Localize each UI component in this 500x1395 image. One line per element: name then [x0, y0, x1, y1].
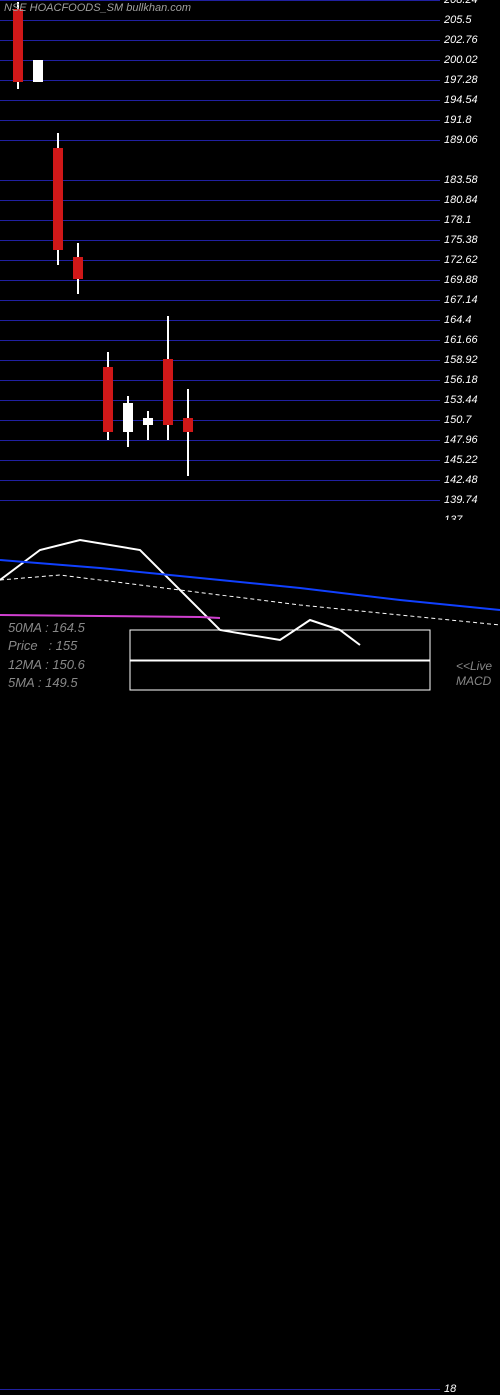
info-box: 50MA : 164.5 Price : 155 12MA : 150.6 5M…: [8, 619, 85, 692]
gridline: [0, 220, 440, 221]
y-axis-tick-label: 161.66: [444, 334, 478, 346]
price-chart-area: NSE HOACFOODS_SM bullkhan.com: [0, 0, 440, 520]
y-axis-tick-label: 147.96: [444, 434, 478, 446]
gridline: [0, 200, 440, 201]
y-axis-tick-label: 145.22: [444, 454, 478, 466]
candle-body: [13, 9, 23, 82]
y-axis-tick-label: 169.88: [444, 274, 478, 286]
macd-text: MACD: [456, 674, 492, 690]
candle-body: [103, 367, 113, 433]
y-axis-tick-label: 191.8: [444, 114, 472, 126]
y-axis-tick-label: 139.74: [444, 494, 478, 506]
gridline: [0, 300, 440, 301]
indicator-line-line4: [0, 615, 220, 618]
gridline: [0, 120, 440, 121]
gridline: [0, 140, 440, 141]
candle: [100, 0, 116, 520]
gridline: [0, 380, 440, 381]
y-axis-tick-label: 175.38: [444, 234, 478, 246]
candle: [50, 0, 66, 520]
candle: [10, 0, 26, 520]
y-axis-tick-label: 205.5: [444, 14, 472, 26]
candle-body: [33, 60, 43, 82]
gridline: [0, 1389, 440, 1390]
gridline: [0, 0, 440, 1]
y-axis-labels: 208.24 205.5 202.76 200.02 197.28 194.54 191.8…: [440, 0, 500, 520]
gridline: [0, 480, 440, 481]
gridline: [0, 260, 440, 261]
gridline: [0, 500, 440, 501]
candle-body: [143, 418, 153, 425]
y-axis-tick-label: 178.1: [444, 214, 472, 226]
gridline: [0, 20, 440, 21]
y-axis-tick-label: 202.76: [444, 34, 478, 46]
ma5-label: 5MA : 149.5: [8, 674, 85, 692]
y-axis-tick-label: 180.84: [444, 194, 478, 206]
y-axis-tick-label: 150.7: [444, 414, 472, 426]
indicator-line-line3: [0, 560, 500, 610]
candle-body: [53, 148, 63, 250]
candle-body: [73, 257, 83, 279]
gridline: [0, 400, 440, 401]
candle: [70, 0, 86, 520]
gridline: [0, 80, 440, 81]
y-axis-tick-label: 197.28: [444, 74, 478, 86]
price-label: Price : 155: [8, 637, 85, 655]
gridline: [0, 100, 440, 101]
ma50-label: 50MA : 164.5: [8, 619, 85, 637]
candle: [180, 0, 196, 520]
y-axis-tick-label: 172.62: [444, 254, 478, 266]
y-axis-tick-label: 18: [444, 1383, 456, 1395]
y-axis-tick-label: 142.48: [444, 474, 478, 486]
gridline: [0, 240, 440, 241]
candle: [120, 0, 136, 520]
macd-label: <<Live MACD: [456, 659, 492, 690]
ma12-label: 12MA : 150.6: [8, 656, 85, 674]
macd-live-text: <<Live: [456, 659, 492, 675]
y-axis-tick-label: 183.58: [444, 174, 478, 186]
candle-body: [183, 418, 193, 433]
gridline: [0, 40, 440, 41]
y-axis-tick-label: 208.24: [444, 0, 478, 6]
gridline: [0, 420, 440, 421]
y-axis-tick-label: 158.92: [444, 354, 478, 366]
y-axis-tick-label: 167.14: [444, 294, 478, 306]
y-axis-tick-label: 153.44: [444, 394, 478, 406]
gridline: [0, 340, 440, 341]
y-axis-tick-label: 156.18: [444, 374, 478, 386]
candle-body: [123, 403, 133, 432]
chart-title: NSE HOACFOODS_SM bullkhan.com: [4, 2, 191, 14]
y-axis-tick-label: 194.54: [444, 94, 478, 106]
y-axis-tick-label: 200.02: [444, 54, 478, 66]
gridline: [0, 180, 440, 181]
candle: [30, 0, 46, 520]
candle-wick: [187, 389, 189, 477]
gridline: [0, 440, 440, 441]
gridline: [0, 460, 440, 461]
gridline: [0, 360, 440, 361]
candle: [160, 0, 176, 520]
candle-body: [163, 359, 173, 425]
y-axis-tick-label: 164.4: [444, 314, 472, 326]
indicator-box: [130, 660, 430, 661]
gridline: [0, 320, 440, 321]
candle-wick: [147, 411, 149, 440]
y-axis-tick-label: 189.06: [444, 134, 478, 146]
gridline: [0, 60, 440, 61]
gridline: [0, 280, 440, 281]
candle: [140, 0, 156, 520]
indicator-area: 50MA : 164.5 Price : 155 12MA : 150.6 5M…: [0, 520, 500, 700]
